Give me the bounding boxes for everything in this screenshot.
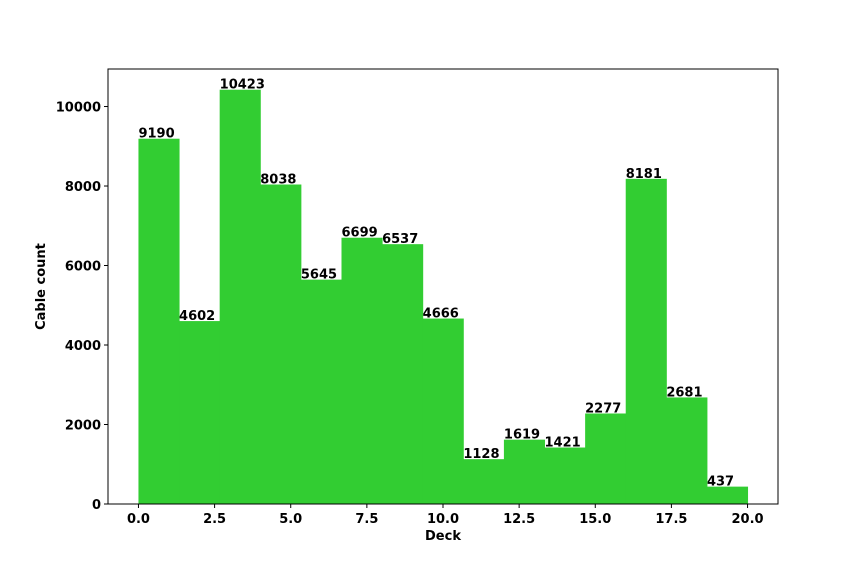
bar-value-label: 437: [707, 475, 734, 490]
y-axis-label: Cable count: [34, 243, 49, 330]
bar-value-label: 4666: [423, 307, 459, 322]
x-tick-label: 12.5: [503, 512, 535, 527]
bar-value-label: 8038: [260, 173, 296, 188]
histogram-bar: [179, 321, 221, 504]
histogram-bar: [585, 413, 627, 504]
x-tick-label: 7.5: [355, 512, 378, 527]
bar-value-label: 5645: [301, 268, 337, 283]
y-tick-label: 6000: [65, 260, 101, 275]
histogram-bar: [300, 279, 342, 504]
bar-value-label: 2681: [666, 385, 702, 400]
x-tick-label: 10.0: [427, 512, 459, 527]
x-axis-ticks: 0.0 2.5 5.0 7.5 10.0 12.5 15.0 17.5 20.0: [127, 504, 764, 527]
y-axis-ticks: 0 2000 4000 6000 8000 10000: [56, 101, 108, 513]
bar-value-label: 8181: [626, 167, 662, 182]
y-tick-label: 0: [92, 498, 101, 513]
x-axis-label: Deck: [425, 529, 461, 544]
y-tick-label: 8000: [65, 180, 101, 195]
x-tick-label: 2.5: [203, 512, 226, 527]
bar-value-label: 6537: [382, 232, 418, 247]
bar-value-label: 10423: [220, 78, 265, 93]
histogram-bar: [463, 459, 505, 504]
data-labels: 9190 4602 10423 8038 5645 6699 6537 4666 1128 161…: [138, 78, 734, 490]
y-tick-label: 4000: [65, 339, 101, 354]
histogram-bar: [341, 237, 383, 505]
histogram-bar: [625, 178, 667, 505]
histogram-bar: [219, 89, 261, 504]
histogram-bar: [666, 397, 708, 504]
x-tick-label: 0.0: [127, 512, 150, 527]
x-tick-label: 15.0: [579, 512, 611, 527]
bar-value-label: 1128: [463, 447, 499, 462]
bar-value-label: 6699: [341, 226, 377, 241]
bar-value-label: 1421: [545, 436, 581, 451]
histogram-bar: [422, 318, 464, 504]
bar-value-label: 4602: [179, 309, 215, 324]
bar-value-label: 1619: [504, 428, 540, 443]
histogram-bar: [138, 138, 180, 504]
bars-group: [138, 89, 749, 505]
x-tick-label: 20.0: [732, 512, 764, 527]
x-tick-label: 5.0: [279, 512, 302, 527]
x-tick-label: 17.5: [655, 512, 687, 527]
histogram-bar: [503, 439, 546, 504]
y-tick-label: 10000: [56, 101, 101, 116]
histogram-bar: [706, 486, 749, 504]
histogram-bar: [260, 184, 302, 504]
bar-value-label: 9190: [138, 127, 174, 142]
histogram-bar: [382, 244, 424, 504]
bar-value-label: 2277: [585, 401, 621, 416]
y-tick-label: 2000: [65, 419, 101, 434]
histogram-bar: [544, 447, 586, 504]
